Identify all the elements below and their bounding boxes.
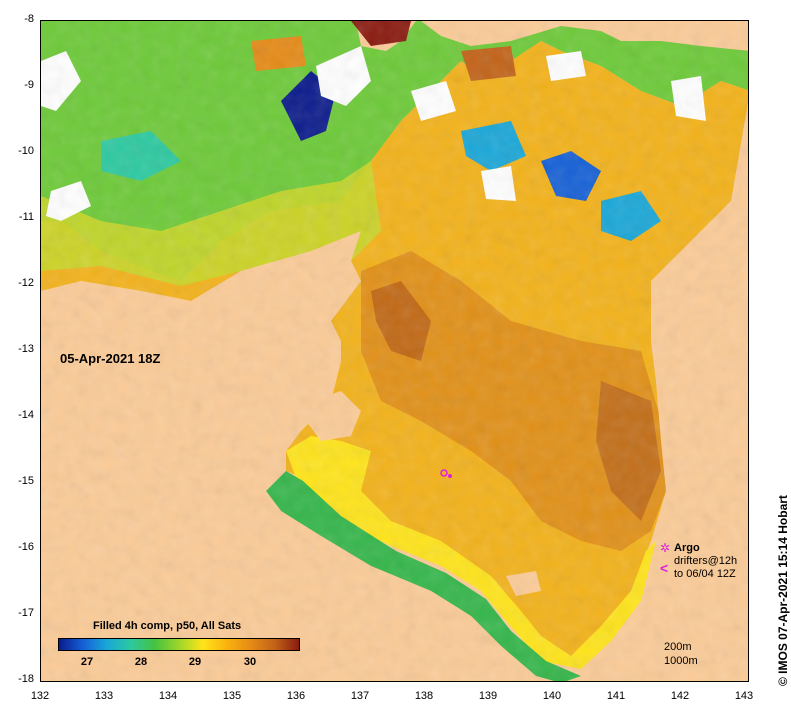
sea-coastal-yellow	[286, 436, 656, 669]
argo-float-marker	[440, 469, 452, 478]
cool-patch-4	[101, 131, 181, 181]
colorbar-tick-27: 27	[80, 656, 94, 668]
lat-label-18: -18	[18, 673, 34, 685]
colorbar-tick-30: 30	[243, 656, 257, 668]
land-arnhem-north	[41, 231, 554, 681]
missing-4	[411, 81, 456, 121]
missing-1	[316, 46, 371, 106]
sst-map	[41, 21, 748, 681]
argo-symbol-icon: ✲	[660, 541, 671, 555]
missing-2	[41, 51, 81, 111]
missing-3	[46, 181, 91, 221]
lon-label-134: 134	[158, 690, 178, 702]
lat-label-13: -13	[18, 343, 34, 355]
land-cape-york	[581, 102, 748, 681]
sea-warm-core	[361, 251, 666, 551]
float-legend: ✲ Argo < drifters@12h to 06/04 12Z	[660, 541, 737, 581]
depth-label-200: 200m	[664, 641, 692, 653]
lat-label-14: -14	[18, 409, 34, 421]
lat-label-10: -10	[18, 145, 34, 157]
sea-warm-core-inner	[371, 281, 431, 361]
imos-credit: © IMOS 07-Apr-2021 15:14 Hobart	[776, 495, 790, 686]
cool-patch-3	[461, 121, 526, 171]
missing-6	[671, 76, 706, 121]
lat-label-12: -12	[18, 277, 34, 289]
lon-label-139: 139	[478, 690, 498, 702]
lon-label-141: 141	[606, 690, 626, 702]
date-stamp: 05-Apr-2021 18Z	[60, 351, 161, 366]
lon-label-135: 135	[222, 690, 242, 702]
lon-label-138: 138	[414, 690, 434, 702]
land-north-coast	[381, 21, 748, 51]
lon-label-133: 133	[94, 690, 114, 702]
depth-contour-legend: 200m 1000m	[664, 640, 698, 668]
lon-label-132: 132	[30, 690, 50, 702]
hot-patch-1	[351, 21, 411, 46]
land-mornington	[506, 571, 541, 596]
hot-patch-2	[461, 46, 516, 81]
lat-label-9: -9	[24, 79, 34, 91]
sea-coastal-green	[266, 471, 581, 681]
cool-patch-2	[541, 151, 601, 201]
sea-north-yellowgreen	[41, 161, 381, 286]
lat-label-15: -15	[18, 475, 34, 487]
colorbar-title: Filled 4h comp, p50, All Sats	[93, 620, 242, 632]
lon-label-143: 143	[734, 690, 754, 702]
drifter-symbol-icon: <	[660, 560, 669, 576]
colorbar-tick-28: 28	[134, 656, 148, 668]
argo-label: Argo	[674, 542, 700, 554]
lat-label-16: -16	[18, 541, 34, 553]
lat-label-8: -8	[24, 13, 34, 25]
sea-warm-east	[596, 381, 661, 521]
drifter-label-1: drifters@12h	[674, 555, 738, 567]
depth-label-1000: 1000m	[664, 655, 698, 667]
colorbar	[58, 638, 300, 651]
drifter-label-2: to 06/04 12Z	[674, 568, 736, 580]
hot-patch-3	[251, 36, 306, 71]
missing-5	[481, 166, 516, 201]
lat-label-11: -11	[18, 211, 34, 223]
lon-label-137: 137	[350, 690, 370, 702]
cool-patch-5	[601, 191, 661, 241]
land-groote	[306, 391, 361, 441]
lon-label-142: 142	[670, 690, 690, 702]
map-panel	[40, 20, 749, 682]
missing-7	[546, 51, 586, 81]
lat-label-17: -17	[18, 607, 34, 619]
lon-label-136: 136	[286, 690, 306, 702]
lon-label-140: 140	[542, 690, 562, 702]
colorbar-tick-29: 29	[188, 656, 202, 668]
